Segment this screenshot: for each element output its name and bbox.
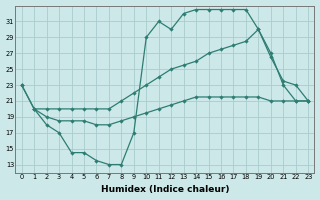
X-axis label: Humidex (Indice chaleur): Humidex (Indice chaleur) bbox=[101, 185, 229, 194]
